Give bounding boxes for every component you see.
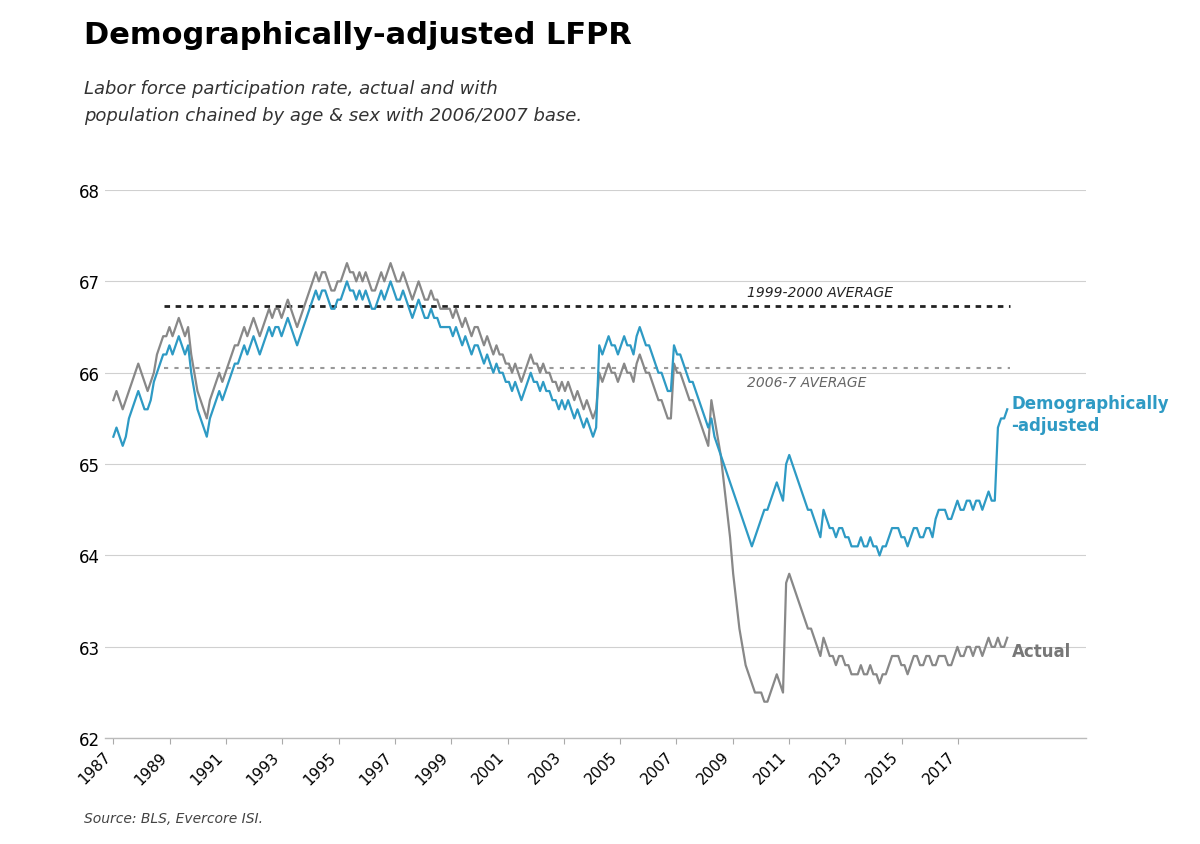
Text: Demographically
-adjusted: Demographically -adjusted	[1012, 394, 1169, 435]
Text: Source: BLS, Evercore ISI.: Source: BLS, Evercore ISI.	[84, 811, 263, 825]
Text: 1999-2000 AVERAGE: 1999-2000 AVERAGE	[746, 285, 893, 300]
Text: Actual: Actual	[1012, 642, 1070, 661]
Text: Labor force participation rate, actual and with
population chained by age & sex : Labor force participation rate, actual a…	[84, 80, 582, 125]
Text: 2006-7 AVERAGE: 2006-7 AVERAGE	[746, 376, 866, 390]
Text: Demographically-adjusted LFPR: Demographically-adjusted LFPR	[84, 21, 632, 50]
